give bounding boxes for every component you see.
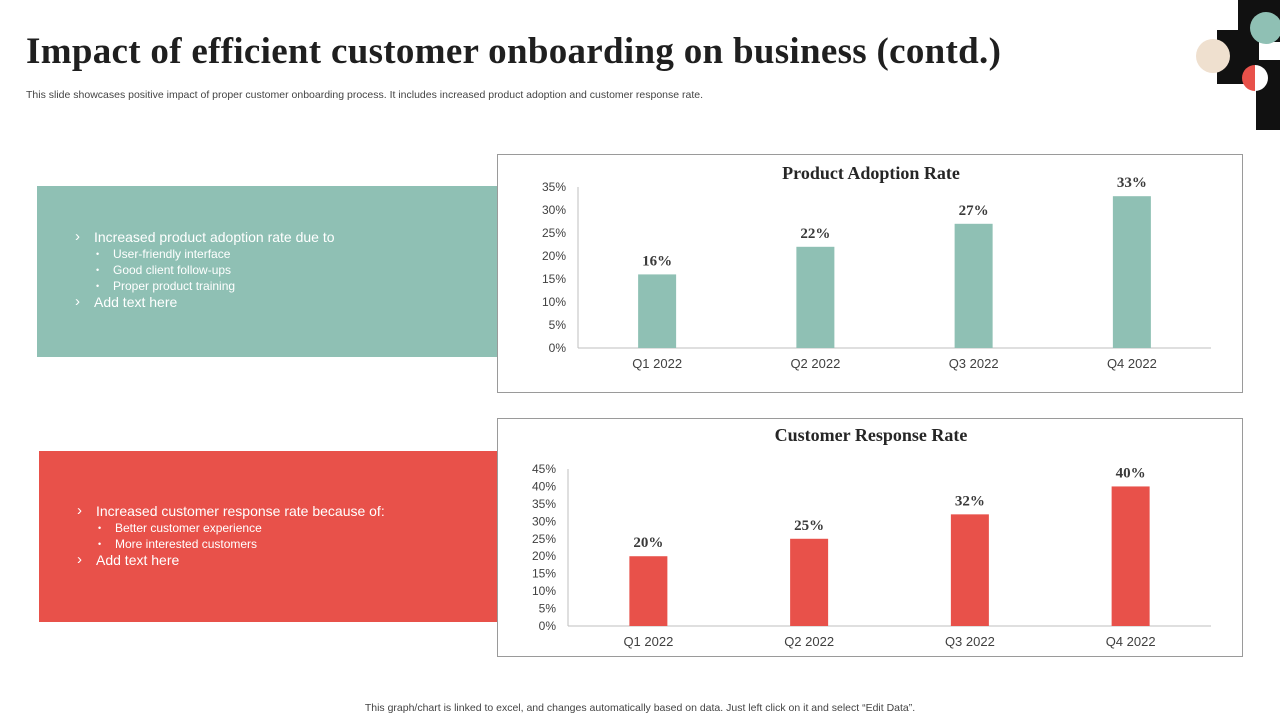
response-main-point: Increased customer response rate because… <box>77 502 507 520</box>
deco-red-half-circle <box>1242 65 1255 91</box>
y-tick-label: 20% <box>542 249 566 263</box>
adoption-text-panel: Increased product adoption rate due to U… <box>37 186 507 357</box>
customer-response-chart[interactable]: Customer Response Rate 0% 5% 10% 15% 20% 25% 30… <box>497 418 1243 657</box>
bar[interactable] <box>796 246 835 348</box>
chart-title: Customer Response Rate <box>775 425 968 445</box>
y-tick-label: 10% <box>542 295 566 309</box>
data-label: 33% <box>1117 175 1147 191</box>
y-tick-label: 15% <box>542 272 566 286</box>
chart-title: Product Adoption Rate <box>782 163 960 183</box>
deco-beige-circle <box>1196 39 1230 73</box>
y-tick-label: 25% <box>542 226 566 240</box>
x-tick-label: Q2 2022 <box>784 634 834 649</box>
footer-note: This graph/chart is linked to excel, and… <box>364 702 916 714</box>
adoption-main-point: Increased product adoption rate due to <box>75 228 507 246</box>
bar[interactable] <box>1112 196 1151 348</box>
x-tick-label: Q4 2022 <box>1106 634 1156 649</box>
product-adoption-chart[interactable]: Product Adoption Rate 0% 5% 10% 15% 20% 25% 30%… <box>497 154 1243 393</box>
deco-teal-circle <box>1250 12 1280 44</box>
response-sub-point: Better customer experience <box>77 520 507 536</box>
data-label: 22% <box>800 226 830 242</box>
data-label: 16% <box>642 253 672 269</box>
y-tick-label: 15% <box>532 567 556 581</box>
x-tick-label: Q3 2022 <box>949 356 999 371</box>
y-tick-label: 35% <box>542 180 566 194</box>
adoption-sub-point: User-friendly interface <box>75 246 507 262</box>
y-tick-label: 30% <box>542 203 566 217</box>
bar[interactable] <box>954 223 993 348</box>
data-label: 32% <box>955 493 985 509</box>
data-label: 40% <box>1116 465 1146 481</box>
y-tick-label: 45% <box>532 462 556 476</box>
y-tick-label: 5% <box>549 318 567 332</box>
y-tick-label: 0% <box>549 341 567 355</box>
bar[interactable] <box>1111 486 1150 626</box>
y-tick-label: 30% <box>532 514 556 528</box>
x-tick-label: Q3 2022 <box>945 634 995 649</box>
adoption-sub-point: Good client follow-ups <box>75 262 507 278</box>
y-tick-label: 20% <box>532 549 556 563</box>
bar[interactable] <box>638 274 677 348</box>
x-tick-label: Q1 2022 <box>632 356 682 371</box>
y-tick-label: 25% <box>532 532 556 546</box>
adoption-extra-point: Add text here <box>75 293 507 311</box>
bar[interactable] <box>629 556 668 626</box>
response-text-panel: Increased customer response rate because… <box>39 451 507 622</box>
data-label: 20% <box>633 535 663 551</box>
y-tick-label: 0% <box>539 619 557 633</box>
y-tick-label: 40% <box>532 479 556 493</box>
data-label: 27% <box>959 203 989 219</box>
page-subtitle: This slide showcases positive impact of … <box>26 89 704 101</box>
y-tick-label: 5% <box>539 602 557 616</box>
response-extra-point: Add text here <box>77 551 507 569</box>
response-sub-point: More interested customers <box>77 536 507 552</box>
x-tick-label: Q4 2022 <box>1107 356 1157 371</box>
x-tick-label: Q1 2022 <box>623 634 673 649</box>
deco-white-half-circle <box>1255 65 1268 91</box>
x-tick-label: Q2 2022 <box>790 356 840 371</box>
decorative-shapes <box>1196 0 1280 130</box>
y-tick-label: 35% <box>532 497 556 511</box>
bar[interactable] <box>790 538 829 626</box>
adoption-sub-point: Proper product training <box>75 278 507 294</box>
page-title: Impact of efficient customer onboarding … <box>26 31 1002 72</box>
y-tick-label: 10% <box>532 584 556 598</box>
data-label: 25% <box>794 518 824 534</box>
bar[interactable] <box>950 514 989 626</box>
